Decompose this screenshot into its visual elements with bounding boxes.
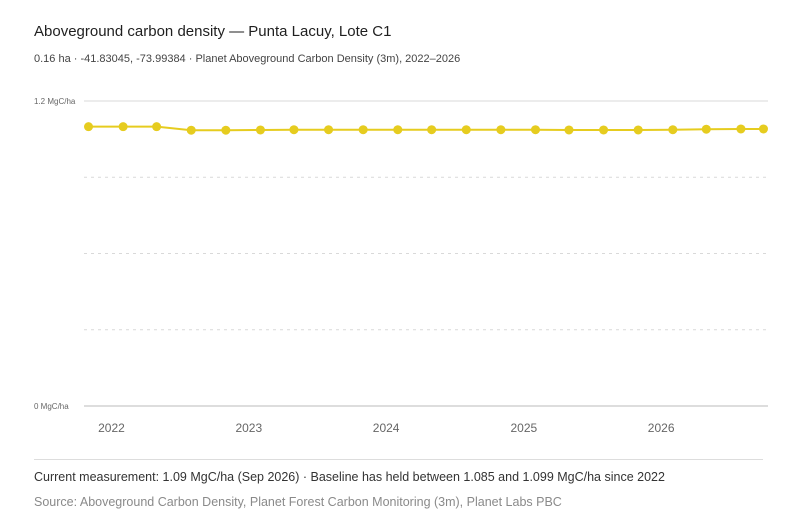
line-chart: 0 MgC/ha 1.2 MgC/ha 2022 2023 2024 2025 2026 [34, 97, 768, 435]
data-point[interactable] [668, 125, 678, 135]
source-text: Source: Aboveground Carbon Density, Plan… [34, 495, 562, 509]
data-point[interactable] [427, 125, 437, 135]
data-point[interactable] [530, 125, 540, 135]
data-point[interactable] [84, 122, 94, 132]
data-point[interactable] [758, 124, 768, 134]
y-tick-label: 1.2 MgC/ha [34, 97, 76, 106]
chart-title: Aboveground carbon density — Punta Lacuy… [34, 23, 392, 40]
x-tick-label: 2022 [98, 421, 125, 435]
data-point[interactable] [221, 125, 231, 135]
x-tick-label: 2023 [235, 421, 262, 435]
data-point[interactable] [255, 125, 265, 135]
y-axis: 0 MgC/ha 1.2 MgC/ha [34, 97, 76, 411]
data-point[interactable] [599, 125, 609, 135]
data-point[interactable] [736, 124, 746, 134]
data-point[interactable] [118, 122, 128, 132]
data-point[interactable] [152, 122, 162, 132]
data-point[interactable] [186, 125, 196, 135]
x-tick-label: 2026 [648, 421, 675, 435]
data-point[interactable] [393, 125, 403, 135]
data-point[interactable] [289, 125, 299, 135]
y-tick-label: 0 MgC/ha [34, 402, 69, 411]
summary-text: Current measurement: 1.09 MgC/ha (Sep 20… [34, 470, 665, 484]
grid-lines [84, 100, 768, 407]
chart-subtitle: 0.16 ha · -41.83045, -73.99384 · Planet … [34, 53, 461, 65]
footer-divider [34, 459, 763, 460]
series-plot [84, 122, 768, 135]
x-tick-label: 2025 [510, 421, 537, 435]
data-point[interactable] [701, 124, 711, 134]
x-tick-label: 2024 [373, 421, 400, 435]
data-point[interactable] [633, 125, 643, 135]
data-point[interactable] [461, 125, 471, 135]
data-point[interactable] [496, 125, 506, 135]
data-point[interactable] [564, 125, 574, 135]
data-point[interactable] [358, 125, 368, 135]
x-axis: 2022 2023 2024 2025 2026 [98, 421, 675, 435]
data-point[interactable] [324, 125, 334, 135]
